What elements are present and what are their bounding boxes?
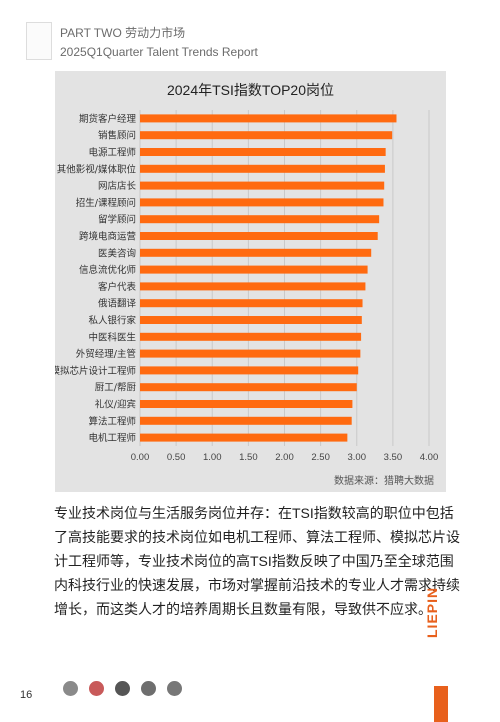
header-section-title: PART TWO 劳动力市场 bbox=[60, 26, 186, 40]
page-number: 16 bbox=[20, 689, 33, 701]
bar bbox=[140, 131, 393, 140]
category-label: 电机工程师 bbox=[88, 432, 136, 444]
bar bbox=[140, 433, 348, 442]
category-label: 中医科医生 bbox=[88, 331, 136, 343]
category-label: 算法工程师 bbox=[88, 415, 136, 427]
bar-chart: 0.00 0.50 1.00 1.50 2.00 2.50 3.00 3.50 4.00 期货客户… bbox=[55, 110, 439, 463]
bar bbox=[140, 416, 352, 425]
avatar bbox=[141, 681, 156, 696]
category-label: 医美咨询 bbox=[98, 247, 136, 259]
x-tick-label: 1.00 bbox=[203, 452, 222, 463]
data-source: 数据来源：猎聘大数据 bbox=[334, 476, 434, 487]
header-report-title: 2025Q1Quarter Talent Trends Report bbox=[60, 45, 258, 59]
category-label: 跨境电商运营 bbox=[79, 231, 136, 243]
category-label: 期货客户经理 bbox=[79, 113, 137, 125]
bar bbox=[140, 198, 384, 207]
x-tick-label: 1.50 bbox=[239, 452, 258, 463]
bar bbox=[140, 316, 362, 324]
bar bbox=[140, 265, 368, 274]
bar bbox=[140, 299, 363, 308]
category-label: 其他影视/媒体职位 bbox=[57, 163, 137, 175]
category-label: 网店店长 bbox=[98, 180, 137, 192]
chart-container: 2024年TSI指数TOP20岗位 0.00 0.50 1.00 1.50 2.00 2.… bbox=[55, 71, 446, 492]
category-label: 销售顾问 bbox=[98, 130, 136, 142]
category-label: 留学顾问 bbox=[98, 214, 136, 226]
report-logo bbox=[26, 22, 52, 60]
category-label: 电源工程师 bbox=[88, 147, 136, 159]
category-label: 俄语翻译 bbox=[98, 298, 137, 310]
bar bbox=[140, 248, 372, 257]
bar bbox=[140, 332, 362, 341]
category-label: 厨工/帮厨 bbox=[95, 382, 137, 394]
x-tick-label: 0.50 bbox=[167, 452, 186, 463]
brand-bar bbox=[434, 686, 448, 722]
x-tick-label: 3.00 bbox=[348, 452, 367, 463]
x-tick-label: 3.50 bbox=[384, 452, 403, 463]
avatar bbox=[63, 681, 78, 696]
bar bbox=[140, 383, 357, 392]
bar bbox=[140, 215, 380, 224]
body-paragraph: 专业技术岗位与生活服务岗位并存：在TSI指数较高的职位中包括了高技能要求的技术岗… bbox=[54, 505, 460, 617]
category-label: 礼仪/迎宾 bbox=[95, 399, 136, 411]
brand-logo-text: LIEPIN bbox=[424, 586, 440, 638]
avatar bbox=[167, 681, 182, 696]
category-label: 外贸经理/主管 bbox=[76, 348, 136, 360]
x-tick-label: 4.00 bbox=[420, 452, 439, 463]
category-label: 私人银行家 bbox=[88, 315, 136, 327]
bar bbox=[140, 232, 378, 240]
bar bbox=[140, 164, 385, 173]
bar bbox=[140, 400, 353, 408]
x-tick-label: 2.50 bbox=[311, 452, 330, 463]
bar bbox=[140, 366, 359, 375]
x-tick-label: 2.00 bbox=[275, 452, 294, 463]
category-label: 信息流优化师 bbox=[79, 264, 136, 276]
bar bbox=[140, 349, 361, 358]
bar bbox=[140, 181, 385, 190]
category-label: 客户代表 bbox=[98, 281, 137, 293]
bar bbox=[140, 114, 397, 123]
x-tick-label: 0.00 bbox=[131, 452, 150, 463]
chart-title: 2024年TSI指数TOP20岗位 bbox=[166, 82, 335, 98]
bar bbox=[140, 148, 386, 156]
category-label: 招生/课程顾问 bbox=[76, 197, 136, 209]
avatar bbox=[89, 681, 104, 696]
bar bbox=[140, 282, 366, 291]
avatar bbox=[115, 681, 130, 696]
category-label: 模拟芯片设计工程师 bbox=[55, 365, 136, 377]
